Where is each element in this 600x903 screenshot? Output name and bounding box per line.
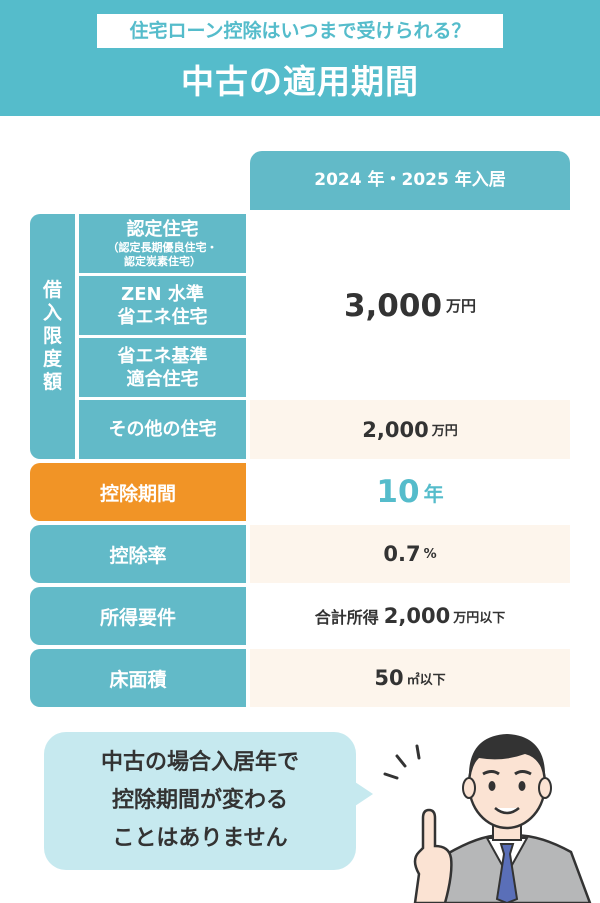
category-sub: （認定長期優良住宅・ — [107, 241, 218, 254]
category-main: 認定住宅 — [126, 219, 199, 240]
emphasis-lines — [383, 744, 421, 780]
tie — [495, 843, 519, 903]
category-certified-housing: 認定住宅 （認定長期優良住宅・ 認定炭素住宅） — [79, 214, 246, 273]
limit-amount: 2,000 — [362, 417, 429, 442]
period-number: 10 — [376, 474, 420, 510]
header-subtitle: 住宅ローン控除はいつまで受けられる？ — [97, 14, 503, 48]
row-value-deduction-period: 10 年 — [250, 463, 570, 521]
category-line: 適合住宅 — [126, 368, 199, 390]
row-value-income-requirement: 合計所得 2,000 万円以下 — [250, 587, 570, 645]
page-title: 中古の適用期間 — [181, 62, 419, 101]
side-label-text: 借入限度額 — [42, 279, 62, 393]
category-line: ZEN 水準 — [121, 283, 204, 305]
category-other-housing: その他の住宅 — [79, 400, 246, 459]
category-line: 省エネ住宅 — [117, 306, 208, 328]
hair — [468, 734, 546, 780]
category-line: その他の住宅 — [108, 419, 217, 440]
bubble-line: 控除期間が変わる — [111, 788, 288, 813]
row-value-deduction-rate: 0.7 % — [250, 525, 570, 583]
limit-value-main: 3,000 万円 — [250, 214, 570, 397]
speech-bubble-tail — [355, 782, 373, 806]
row-label-deduction-rate: 控除率 — [30, 525, 246, 583]
category-energy-standard-housing: 省エネ基準 適合住宅 — [79, 338, 246, 397]
category-zeh-housing: ZEN 水準 省エネ住宅 — [79, 276, 246, 335]
bubble-line: 中古の場合入居年で — [100, 750, 299, 775]
rate-unit: % — [423, 546, 437, 562]
limit-unit: 万円 — [446, 297, 477, 315]
row-label-income-requirement: 所得要件 — [30, 587, 246, 645]
limit-value-other: 2,000 万円 — [250, 400, 570, 459]
limit-unit: 万円 — [431, 424, 458, 439]
row-label-floor-area: 床面積 — [30, 649, 246, 707]
income-number: 2,000 — [383, 604, 451, 628]
borrowing-limit-label: 借入限度額 — [30, 214, 75, 459]
row-value-floor-area: 50 ㎡以下 — [250, 649, 570, 707]
area-number: 50 — [374, 666, 404, 690]
income-unit: 万円以下 — [453, 610, 506, 626]
income-prefix: 合計所得 — [314, 608, 379, 627]
speech-bubble: 中古の場合入居年で 控除期間が変わる ことはありません — [44, 732, 356, 870]
rate-number: 0.7 — [383, 542, 421, 566]
bubble-line: ことはありません — [112, 826, 288, 851]
row-label-deduction-period: 控除期間 — [30, 463, 246, 521]
businessman-illustration — [383, 734, 592, 903]
column-header: 2024 年・2025 年入居 — [250, 151, 570, 210]
limit-amount: 3,000 — [343, 287, 443, 324]
area-unit: ㎡以下 — [406, 672, 446, 688]
header-banner: 住宅ローン控除はいつまで受けられる？ 中古の適用期間 — [0, 0, 600, 116]
pointing-hand — [413, 808, 453, 903]
period-unit: 年 — [423, 481, 444, 506]
category-sub: 認定炭素住宅） — [124, 255, 201, 268]
category-line: 省エネ基準 — [117, 345, 208, 367]
